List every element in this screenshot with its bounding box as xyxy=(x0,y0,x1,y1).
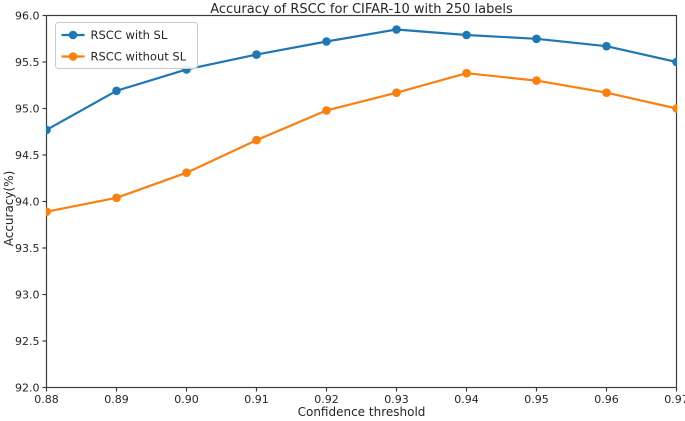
legend-entry-label: RSCC with SL xyxy=(91,28,168,42)
plot-area-border xyxy=(45,14,678,389)
series-line-with-sl xyxy=(46,28,677,131)
y-axis-label: Accuracy(%) xyxy=(2,171,16,247)
x-tick-label: 0.88 xyxy=(34,393,59,406)
data-point xyxy=(462,30,471,40)
series-group xyxy=(46,25,677,216)
data-point xyxy=(252,50,261,59)
y-tick-label: 92.0 xyxy=(15,381,40,394)
legend-marker xyxy=(68,30,78,40)
legend-box xyxy=(55,22,198,69)
data-point xyxy=(46,125,51,135)
x-axis-label: Confidence threshold xyxy=(298,405,426,419)
legend-entry-label: RSCC without SL xyxy=(91,50,187,64)
data-point xyxy=(672,104,677,113)
series-line-without-sl xyxy=(46,72,677,213)
legend-marker xyxy=(68,52,78,61)
data-point xyxy=(182,168,191,177)
x-tick-label: 0.91 xyxy=(244,393,269,406)
data-point xyxy=(112,86,121,96)
x-tick-label: 0.97 xyxy=(664,393,685,406)
x-tick-label: 0.96 xyxy=(594,393,619,406)
y-tick-label: 95.5 xyxy=(15,56,40,69)
y-tick-label: 95.0 xyxy=(15,102,40,115)
chart-title: Accuracy of RSCC for CIFAR-10 with 250 l… xyxy=(210,2,513,17)
data-point xyxy=(46,207,51,216)
x-tick-label: 0.95 xyxy=(524,393,549,406)
x-tick-label: 0.90 xyxy=(174,393,199,406)
data-point xyxy=(322,106,331,115)
data-point xyxy=(462,68,471,78)
y-tick-label: 96.0 xyxy=(15,9,40,22)
legend: RSCC with SL RSCC without SL xyxy=(55,22,198,69)
data-point xyxy=(532,76,541,85)
y-tick-label: 94.5 xyxy=(15,149,40,162)
data-point xyxy=(602,88,611,97)
x-tick-label: 0.93 xyxy=(384,393,409,406)
data-point xyxy=(672,57,677,67)
y-tick-label: 94.0 xyxy=(15,195,40,208)
data-point xyxy=(532,34,541,44)
x-tick-label: 0.94 xyxy=(454,393,479,406)
data-point xyxy=(602,41,611,51)
x-tick-label: 0.89 xyxy=(104,393,129,406)
data-point xyxy=(392,25,401,34)
data-point xyxy=(322,37,331,46)
y-tick-label: 93.0 xyxy=(15,288,40,301)
y-tick-label: 92.5 xyxy=(15,335,40,348)
data-point xyxy=(252,135,261,145)
data-point xyxy=(112,193,121,203)
y-tick-label: 93.5 xyxy=(15,242,40,255)
data-point xyxy=(392,88,401,97)
x-tick-label: 0.92 xyxy=(314,393,339,406)
